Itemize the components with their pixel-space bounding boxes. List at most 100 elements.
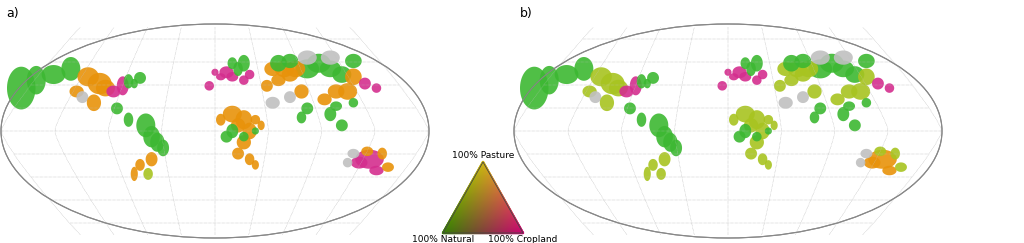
Point <box>452 207 468 211</box>
Point <box>480 211 497 215</box>
Point <box>468 212 484 216</box>
Point <box>497 200 513 204</box>
Point <box>477 186 494 190</box>
Point <box>485 218 502 222</box>
Point <box>481 172 498 176</box>
Point <box>465 230 481 234</box>
Point <box>474 178 490 182</box>
Point <box>464 203 480 207</box>
Point <box>494 202 510 206</box>
Point <box>458 204 474 208</box>
Polygon shape <box>718 81 727 91</box>
Point <box>460 197 476 200</box>
Point <box>449 222 465 226</box>
Point <box>465 221 481 225</box>
Point <box>481 228 498 232</box>
Point <box>501 210 517 214</box>
Polygon shape <box>333 66 351 83</box>
Point <box>505 215 521 218</box>
Point <box>475 199 492 203</box>
Point <box>465 202 481 206</box>
Point <box>473 187 489 191</box>
Point <box>478 203 495 207</box>
Point <box>497 215 513 219</box>
Point <box>490 211 507 215</box>
Point <box>478 203 495 207</box>
Point <box>473 219 489 223</box>
Point <box>458 209 474 213</box>
Point <box>456 231 472 235</box>
Point <box>468 201 484 205</box>
Point <box>460 195 476 199</box>
Point <box>460 209 476 213</box>
Point <box>487 207 504 210</box>
Point <box>472 224 488 228</box>
Point <box>508 222 524 226</box>
Point <box>461 204 477 208</box>
Point <box>473 165 489 169</box>
Point <box>479 227 496 231</box>
Point <box>502 231 518 234</box>
Point <box>482 205 499 209</box>
Point <box>507 223 523 226</box>
Point <box>479 183 496 187</box>
Point <box>461 221 477 225</box>
Point <box>480 196 497 200</box>
Point <box>445 222 462 226</box>
Point <box>479 199 496 203</box>
Point <box>460 213 476 217</box>
Point <box>472 216 488 220</box>
Point <box>435 230 452 234</box>
Point <box>458 231 474 234</box>
Point <box>477 173 494 177</box>
Point <box>480 209 497 213</box>
Point <box>509 222 525 226</box>
Point <box>456 228 472 232</box>
Point <box>480 212 497 216</box>
Point <box>482 229 499 233</box>
Point <box>471 176 487 180</box>
Point <box>474 211 490 215</box>
Point <box>492 209 508 213</box>
Point <box>470 193 486 197</box>
Point <box>500 212 516 216</box>
Point <box>452 219 468 223</box>
Point <box>464 226 480 230</box>
Point <box>457 202 473 206</box>
Point <box>483 201 500 205</box>
Point <box>479 210 496 214</box>
Point <box>442 225 459 229</box>
Point <box>438 229 455 233</box>
Point <box>446 221 463 225</box>
Point <box>471 168 487 172</box>
Point <box>453 231 469 234</box>
Point <box>461 208 477 212</box>
Point <box>489 227 506 231</box>
Point <box>460 225 476 228</box>
Point <box>458 218 474 222</box>
Point <box>471 201 487 205</box>
Point <box>439 224 456 227</box>
Point <box>477 196 494 200</box>
Point <box>501 228 517 232</box>
Point <box>463 209 479 213</box>
Point <box>459 216 475 219</box>
Point <box>454 202 470 206</box>
Point <box>463 219 479 223</box>
Point <box>503 218 519 222</box>
Point <box>494 198 510 201</box>
Point <box>474 195 490 199</box>
Point <box>466 195 482 199</box>
Point <box>465 216 481 219</box>
Point <box>474 222 490 226</box>
Point <box>471 176 487 180</box>
Point <box>492 201 508 205</box>
Point <box>476 220 493 224</box>
Point <box>464 209 480 213</box>
Point <box>471 190 487 194</box>
Point <box>479 175 496 179</box>
Point <box>468 223 484 227</box>
Point <box>473 212 489 216</box>
Point <box>488 227 505 231</box>
Point <box>459 218 475 222</box>
